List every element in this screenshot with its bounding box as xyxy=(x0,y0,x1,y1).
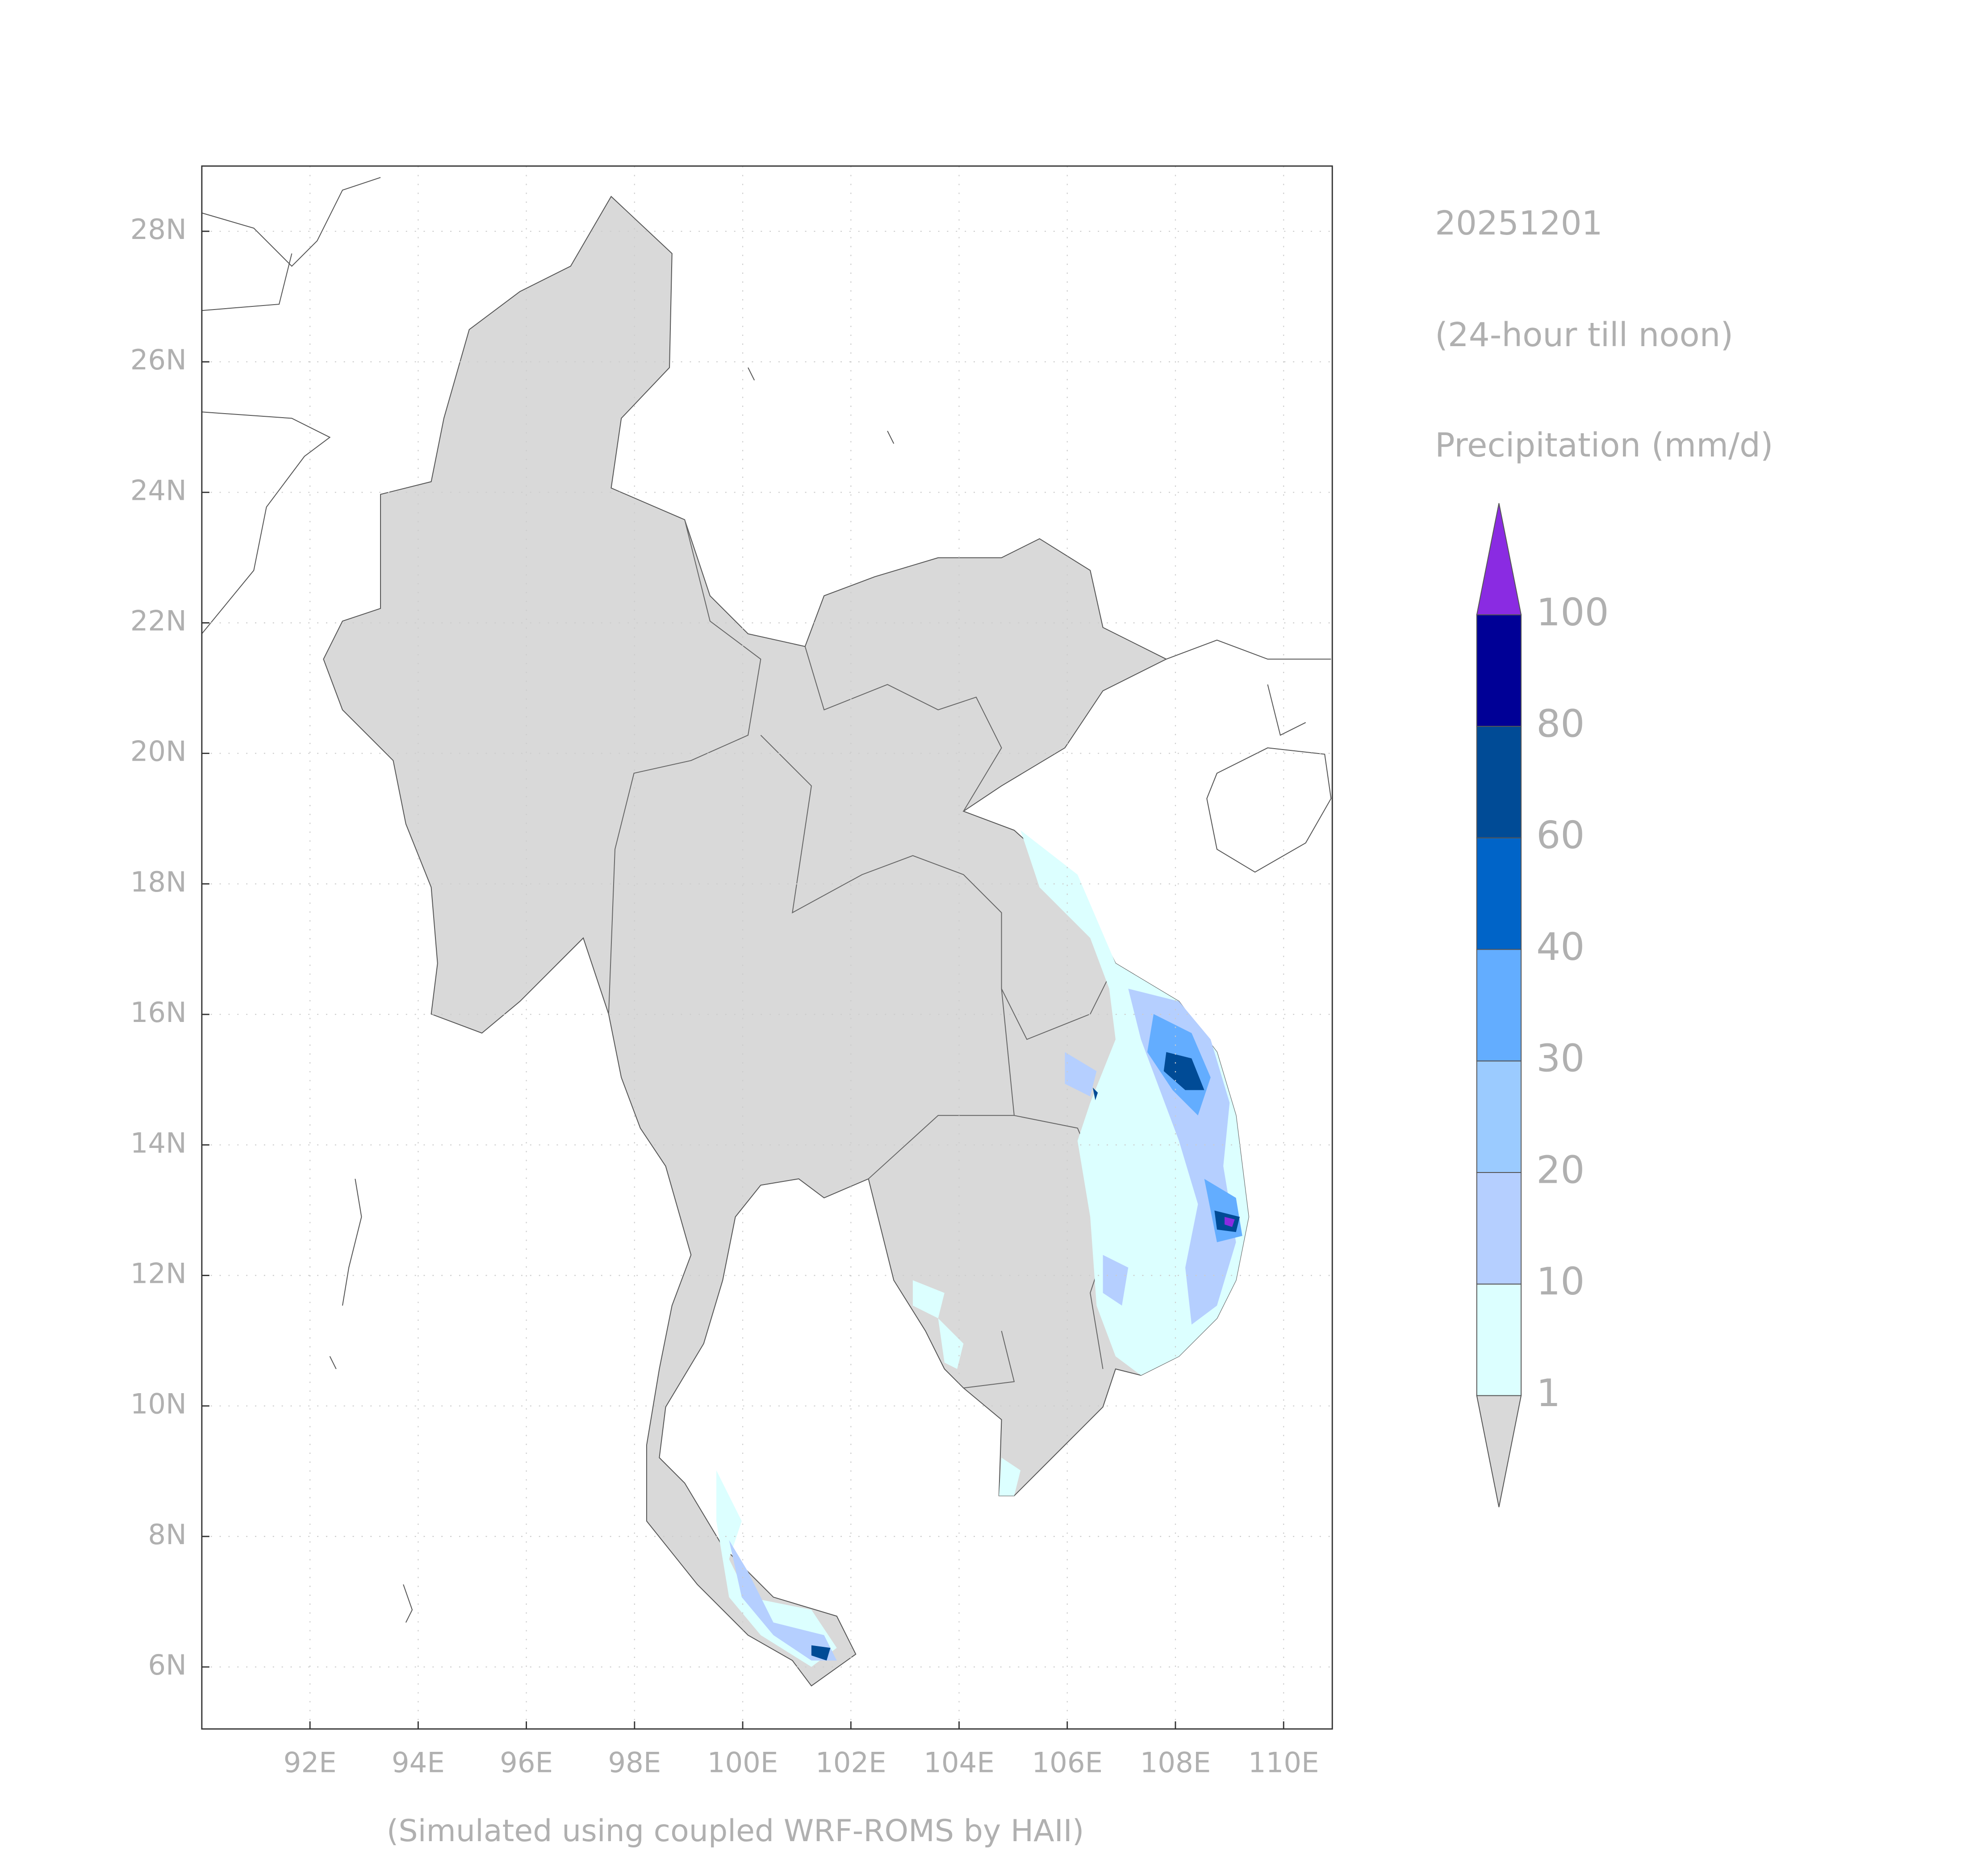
colorbar-bin xyxy=(1476,726,1522,838)
precip-1-10 xyxy=(716,830,1249,1667)
map-frame xyxy=(201,165,1333,1730)
x-tick-label: 100E xyxy=(707,1746,778,1779)
land xyxy=(323,196,1249,1687)
x-tick-label: 106E xyxy=(1032,1746,1103,1779)
x-tick-label: 92E xyxy=(284,1746,337,1779)
colorbar-label: 10 xyxy=(1536,1260,1585,1304)
x-tick-label: 104E xyxy=(924,1746,995,1779)
credit: (Simulated using coupled WRF-ROMS by HAI… xyxy=(387,1813,1084,1849)
x-tick-label: 108E xyxy=(1140,1746,1211,1779)
y-tick-label: 14N xyxy=(130,1126,187,1159)
grid: 92E 94E 96E 98E 100E 102E 104E 106E 108E 110E 6N 8N… xyxy=(130,166,1333,1779)
y-tick-label: 10N xyxy=(130,1388,187,1420)
precip-100-plus xyxy=(1225,1217,1235,1227)
y-tick-label: 22N xyxy=(130,605,187,637)
colorbar-label: 60 xyxy=(1536,813,1585,858)
colorbar-label: 1 xyxy=(1536,1371,1560,1415)
colorbar-label: 80 xyxy=(1536,702,1585,746)
y-tick-label: 18N xyxy=(130,866,187,898)
colorbar: 1 10 20 30 40 60 80 100 xyxy=(1476,503,1609,1508)
china-coast xyxy=(201,177,1331,736)
y-tick-label: 20N xyxy=(130,735,187,768)
colorbar-over xyxy=(1476,503,1522,616)
hainan xyxy=(1206,747,1332,873)
colorbar-bin xyxy=(1476,1172,1522,1285)
period: (24-hour till noon) xyxy=(1435,316,1733,354)
y-tick-label: 28N xyxy=(130,213,187,246)
colorbar-bin xyxy=(1476,614,1522,727)
variable: Precipitation (mm/d) xyxy=(1435,427,1773,465)
map-layer xyxy=(201,177,1332,1687)
colorbar-label: 30 xyxy=(1536,1037,1585,1081)
colorbar-bin xyxy=(1476,949,1522,1062)
colorbar-bin xyxy=(1476,1060,1522,1173)
colorbar-label: 100 xyxy=(1536,590,1609,635)
x-tick-label: 110E xyxy=(1248,1746,1319,1779)
x-tick-label: 102E xyxy=(815,1746,886,1779)
colorbar-bin xyxy=(1476,837,1522,950)
date: 20251201 xyxy=(1435,205,1602,243)
y-tick-label: 24N xyxy=(130,474,187,507)
x-tick-label: 94E xyxy=(392,1746,445,1779)
y-tick-label: 12N xyxy=(130,1257,187,1290)
islands xyxy=(329,367,895,1623)
x-tick-label: 96E xyxy=(500,1746,553,1779)
y-tick-label: 26N xyxy=(130,343,187,376)
colorbar-bin xyxy=(1476,1283,1522,1396)
colorbar-label: 40 xyxy=(1536,925,1585,969)
x-tick-label: 98E xyxy=(608,1746,661,1779)
y-tick-label: 16N xyxy=(130,996,187,1029)
borders xyxy=(608,519,1116,1389)
y-tick-label: 8N xyxy=(148,1518,186,1551)
y-tick-label: 6N xyxy=(148,1649,186,1681)
colorbar-label: 20 xyxy=(1536,1148,1585,1192)
